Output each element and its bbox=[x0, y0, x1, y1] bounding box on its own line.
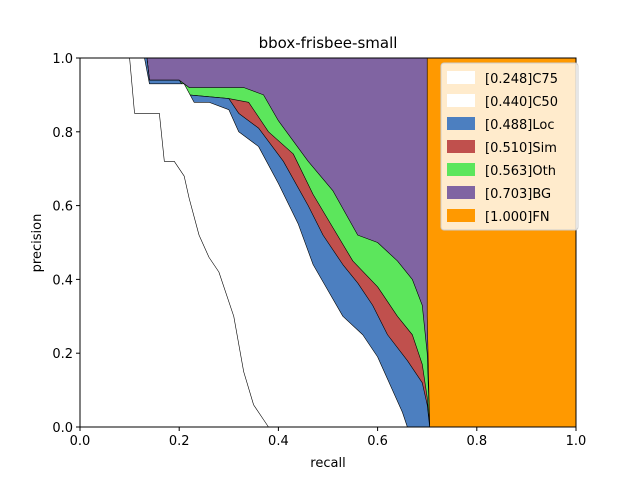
chart-title: bbox-frisbee-small bbox=[259, 34, 398, 52]
legend-entry: [0.248]C75 bbox=[485, 72, 558, 87]
legend-swatch bbox=[447, 209, 475, 222]
legend-entry: [0.563]Oth bbox=[485, 164, 556, 179]
legend-swatch bbox=[447, 140, 475, 153]
x-tick-label: 0.0 bbox=[70, 434, 91, 449]
legend-swatch bbox=[447, 163, 475, 176]
y-axis: 0.0 0.2 0.4 0.6 0.8 1.0 bbox=[52, 52, 80, 436]
x-tick-label: 0.8 bbox=[466, 434, 487, 449]
y-tick-label: 0.2 bbox=[52, 347, 73, 362]
legend: [0.248]C75 [0.440]C50 [0.488]Loc [0.510]Sim… bbox=[440, 62, 579, 231]
y-tick-label: 0.4 bbox=[52, 273, 73, 288]
legend-swatch bbox=[447, 94, 475, 107]
legend-swatch bbox=[447, 186, 475, 199]
x-tick-label: 1.0 bbox=[566, 434, 587, 449]
legend-entry: [1.000]FN bbox=[485, 210, 550, 225]
plot-frame bbox=[79, 57, 577, 428]
y-axis-label: precision bbox=[30, 214, 45, 273]
x-axis: 0.0 0.2 0.4 0.6 0.8 1.0 bbox=[70, 427, 587, 449]
x-tick-label: 0.6 bbox=[367, 434, 388, 449]
x-tick-label: 0.4 bbox=[268, 434, 289, 449]
area-series-0 bbox=[79, 57, 269, 428]
y-tick-label: 0.6 bbox=[52, 200, 73, 215]
x-axis-label: recall bbox=[310, 456, 345, 471]
legend-entry: [0.703]BG bbox=[485, 187, 551, 202]
y-tick-label: 0.0 bbox=[52, 421, 73, 436]
y-tick-label: 1.0 bbox=[52, 52, 73, 67]
x-tick-label: 0.2 bbox=[169, 434, 190, 449]
legend-entry: [0.488]Loc bbox=[485, 118, 554, 133]
legend-entry: [0.440]C50 bbox=[485, 95, 558, 110]
legend-swatch bbox=[447, 117, 475, 130]
legend-box bbox=[440, 62, 579, 231]
y-tick-label: 0.8 bbox=[52, 126, 73, 141]
legend-swatch bbox=[447, 71, 475, 84]
legend-entry: [0.510]Sim bbox=[485, 141, 557, 156]
